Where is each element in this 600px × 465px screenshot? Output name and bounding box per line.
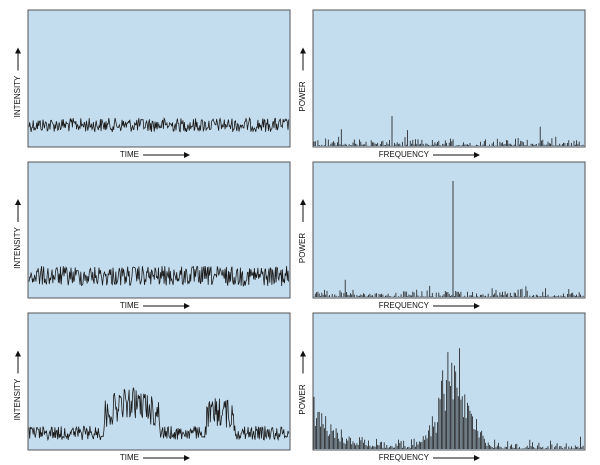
- signal-trace: [313, 348, 584, 449]
- panel: [312, 9, 586, 148]
- signal-trace: [313, 181, 584, 297]
- x-axis-label: FREQUENCY: [379, 301, 430, 310]
- x-axis-label: FREQUENCY: [379, 150, 430, 159]
- x-axis-label: TIME: [120, 453, 139, 462]
- y-axis-label: POWER: [298, 81, 307, 111]
- panel: [27, 9, 291, 148]
- x-axis-label: TIME: [120, 150, 139, 159]
- signal-trace: [28, 116, 290, 133]
- panel: [27, 312, 291, 451]
- y-axis-label: INTENSITY: [13, 75, 22, 117]
- x-axis-label: FREQUENCY: [379, 453, 430, 462]
- y-axis-label: INTENSITY: [13, 378, 22, 420]
- y-axis-label: POWER: [298, 384, 307, 414]
- y-axis-label: POWER: [298, 233, 307, 263]
- signal-trace: [28, 265, 290, 287]
- y-axis-label: INTENSITY: [13, 226, 22, 268]
- signal-trace: [313, 116, 584, 146]
- signal-trace: [28, 387, 290, 442]
- x-axis-label: TIME: [120, 301, 139, 310]
- panel: [312, 161, 586, 299]
